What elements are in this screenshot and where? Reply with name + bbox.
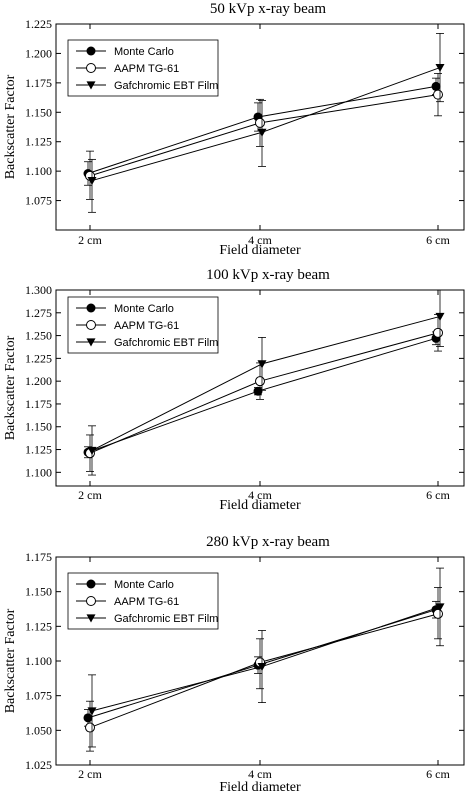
y-tick-label: 1.150 xyxy=(25,420,52,434)
y-tick-label: 1.050 xyxy=(25,723,52,737)
y-tick-label: 1.150 xyxy=(25,105,52,119)
y-tick-label: 1.150 xyxy=(25,585,52,599)
x-tick-label: 6 cm xyxy=(426,233,450,247)
y-tick-label: 1.125 xyxy=(25,619,52,633)
marker-open-circle xyxy=(86,596,96,606)
y-axis-label: Backscatter Factor xyxy=(3,335,18,440)
y-tick-label: 1.200 xyxy=(25,46,52,60)
x-tick-label: 6 cm xyxy=(426,767,450,781)
x-axis-label: Field diameter xyxy=(219,498,301,513)
chart-title: 50 kVp x-ray beam xyxy=(210,1,327,17)
x-ticks: 2 cm 4 cm 6 cm xyxy=(78,557,450,781)
marker-triangle xyxy=(435,63,445,73)
y-tick-label: 1.275 xyxy=(25,306,52,320)
y-tick-label: 1.125 xyxy=(25,135,52,149)
marker-open-circle xyxy=(85,722,95,733)
legend-label: Monte Carlo xyxy=(114,303,174,315)
marker-open-circle xyxy=(433,89,443,100)
marker-open-circle xyxy=(86,320,96,330)
series-line xyxy=(89,94,439,177)
y-tick-label: 1.225 xyxy=(25,17,52,31)
x-tick-label: 4 cm xyxy=(248,233,272,247)
x-tick-label: 6 cm xyxy=(426,488,450,502)
marker-filled-circle xyxy=(83,713,93,723)
panel-50kvp: 50 kVp x-ray beam 1.0751.1001.1251.1501.… xyxy=(3,1,465,258)
y-tick-label: 1.075 xyxy=(25,194,52,208)
x-tick-label: 4 cm xyxy=(248,767,272,781)
x-ticks: 2 cm 4 cm 6 cm xyxy=(78,24,450,247)
series-marks xyxy=(83,289,445,476)
y-tick-label: 1.175 xyxy=(25,550,52,564)
series-marks xyxy=(83,567,445,752)
y-tick-label: 1.250 xyxy=(25,329,52,343)
y-tick-label: 1.300 xyxy=(25,283,52,297)
legend-label: Monte Carlo xyxy=(114,579,174,591)
marker-triangle xyxy=(257,128,267,137)
legend-label: Gafchromic EBT Film xyxy=(114,80,218,92)
legend-label: Gafchromic EBT Film xyxy=(114,337,218,349)
marker-filled-circle xyxy=(86,303,96,313)
y-tick-label: 1.175 xyxy=(25,397,52,411)
legend: Monte Carlo AAPM TG-61 Gafchromic EBT Film xyxy=(67,39,219,97)
y-ticks: 1.025 1.050 1.075 1.100 1.125 1.150 1.175 xyxy=(25,550,464,772)
marker-triangle xyxy=(435,312,445,321)
x-tick-label: 4 cm xyxy=(248,488,272,502)
legend: Monte Carlo AAPM TG-61 Gafchromic EBT Film xyxy=(67,572,219,630)
legend-label: Monte Carlo xyxy=(114,46,174,58)
y-ticks: 1.075 1.100 1.125 1.150 1.175 1.200 1.225 xyxy=(25,17,464,208)
x-tick-label: 2 cm xyxy=(78,233,102,247)
chart-title: 280 kVp x-ray beam xyxy=(206,534,330,550)
marker-triangle xyxy=(257,360,267,369)
x-axis-label: Field diameter xyxy=(219,780,301,795)
y-tick-label: 1.200 xyxy=(25,374,52,388)
marker-triangle xyxy=(86,81,96,90)
marker-open-circle xyxy=(433,327,443,338)
x-ticks: 2 cm 4 cm 6 cm xyxy=(78,290,450,502)
y-tick-label: 1.100 xyxy=(25,654,52,668)
legend: Monte Carlo AAPM TG-61 Gafchromic EBT Film xyxy=(67,296,219,354)
marker-triangle xyxy=(86,338,96,347)
y-axis-label: Backscatter Factor xyxy=(3,74,18,179)
marker-triangle xyxy=(87,176,97,186)
marker-triangle xyxy=(87,707,97,716)
y-tick-label: 1.100 xyxy=(25,465,52,479)
marker-open-circle xyxy=(86,63,96,73)
x-axis-label: Field diameter xyxy=(219,243,301,258)
panel-100kvp: 100 kVp x-ray beam 1.1001.1251.1501.1751… xyxy=(3,267,465,513)
marker-filled-circle xyxy=(86,46,96,56)
marker-triangle xyxy=(257,662,267,672)
marker-filled-circle xyxy=(431,81,441,91)
marker-open-circle xyxy=(255,376,265,387)
marker-open-circle xyxy=(255,117,265,128)
y-tick-label: 1.175 xyxy=(25,76,52,90)
y-ticks: 1.100 1.125 1.150 1.175 1.200 1.225 1.250 1.275… xyxy=(25,283,464,479)
marker-filled-circle xyxy=(253,386,263,396)
legend-label: AAPM TG-61 xyxy=(114,596,179,608)
y-tick-label: 1.125 xyxy=(25,443,52,457)
chart-title: 100 kVp x-ray beam xyxy=(206,267,330,283)
marker-triangle xyxy=(86,614,96,623)
y-tick-label: 1.225 xyxy=(25,351,52,365)
marker-open-circle xyxy=(433,608,443,619)
series-marks xyxy=(83,33,445,213)
panel-280kvp: 280 kVp x-ray beam 1.0251.0501.0751.1001… xyxy=(3,534,465,795)
y-tick-label: 1.025 xyxy=(25,758,52,772)
x-tick-label: 2 cm xyxy=(78,488,102,502)
legend-label: AAPM TG-61 xyxy=(114,63,179,75)
legend-label: Gafchromic EBT Film xyxy=(114,613,218,625)
y-tick-label: 1.075 xyxy=(25,689,52,703)
y-tick-label: 1.100 xyxy=(25,164,52,178)
y-axis-label: Backscatter Factor xyxy=(3,608,18,713)
marker-triangle xyxy=(87,446,97,455)
series-line xyxy=(89,613,439,729)
marker-triangle xyxy=(435,603,445,612)
x-tick-label: 2 cm xyxy=(78,767,102,781)
legend-label: AAPM TG-61 xyxy=(114,320,179,332)
marker-filled-circle xyxy=(86,579,96,589)
